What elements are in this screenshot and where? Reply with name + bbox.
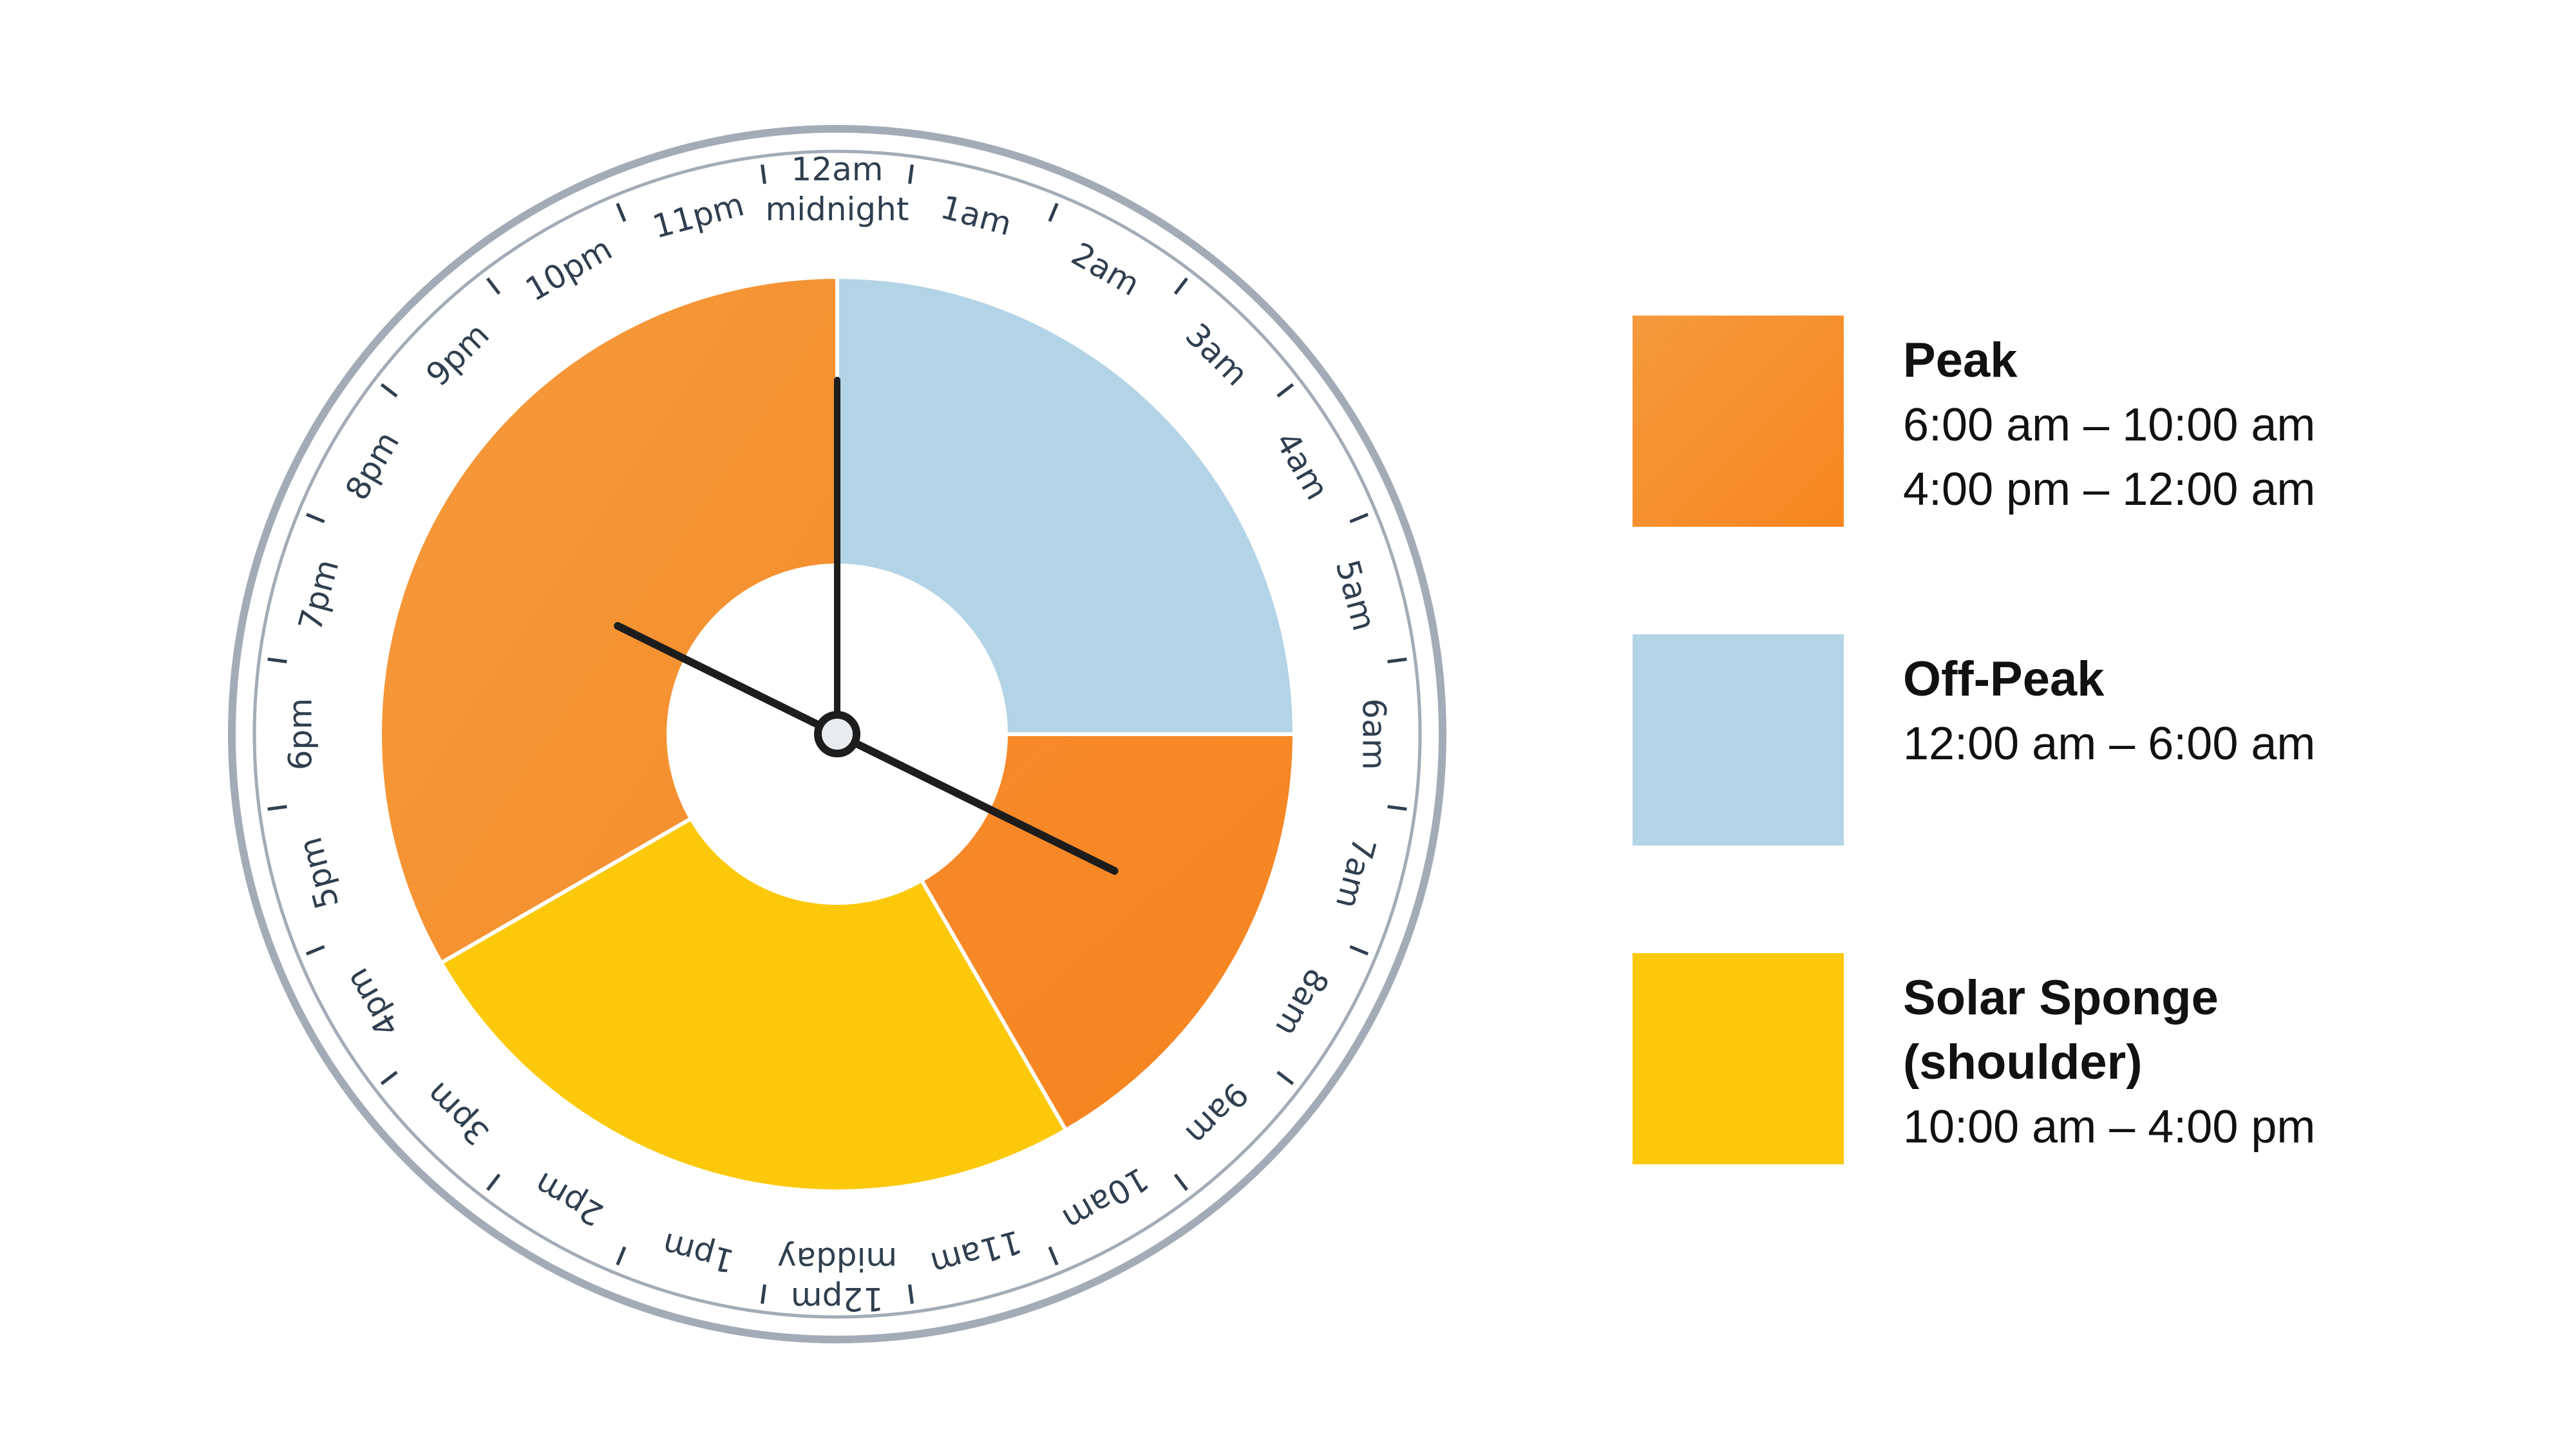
hour-tick [1276,383,1294,398]
hour-tick [1349,513,1369,524]
hour-label-6pm: 6pm [282,698,319,770]
legend-swatch-peak [1633,316,1844,527]
hour-tick [267,805,287,811]
hour-tick [486,1173,501,1191]
hour-tick [1173,1173,1188,1191]
clock-chart: 12am midnight 1am2am3am4am5am6am7am8am9am1… [228,125,1446,1343]
legend: Peak 6:00 am – 10:00 am 4:00 pm – 12:00 … [1633,0,2534,1449]
hour-tick [761,164,766,184]
legend-swatch-solar-sponge [1633,953,1844,1164]
legend-title-peak: Peak [1903,333,2018,388]
hour-tick [486,277,501,295]
hour-tick [305,945,325,956]
clock-inner-ring [252,149,1422,1319]
hour-tick [616,202,627,222]
hour-tick [1349,945,1369,956]
hour-tick [1048,202,1059,222]
legend-range-off-peak: 12:00 am – 6:00 am [1903,718,2316,770]
hour-tick [1387,658,1407,663]
hour-tick [1048,1246,1059,1266]
hour-tick [908,1284,914,1304]
hour-tick [1276,1070,1294,1085]
hour-label-12pm: 12pmmidday [777,1240,897,1318]
legend-title-solar-sponge: Solar Sponge [1903,971,2219,1025]
hand-pivot [814,711,860,757]
legend-range-peak-2: 4:00 pm – 12:00 am [1903,464,2316,515]
hour-tick [761,1284,766,1304]
legend-title-solar-sponge-line2: (shoulder) [1903,1035,2143,1090]
hour-label-12am: 12am midnight [766,151,909,228]
hour-tick [1387,805,1407,811]
legend-swatch-off-peak [1633,634,1844,846]
legend-title-off-peak: Off-Peak [1903,652,2105,706]
legend-range-peak-1: 6:00 am – 10:00 am [1903,399,2316,451]
clock-hands [614,377,1119,875]
hour-tick [267,658,287,663]
hour-tick [616,1246,627,1266]
hour-tick [380,1070,398,1085]
hour-hand [614,621,1119,875]
hour-tick [908,164,914,184]
hour-ticks [267,164,1407,1304]
legend-range-solar-sponge: 10:00 am – 4:00 pm [1903,1101,2316,1153]
hour-tick [305,513,325,524]
hour-tick [380,383,398,398]
segment-solar-sponge-shoulder--2 [439,731,1069,1194]
hour-label-6am: 6am [1356,698,1393,770]
hour-tick [1173,277,1188,295]
